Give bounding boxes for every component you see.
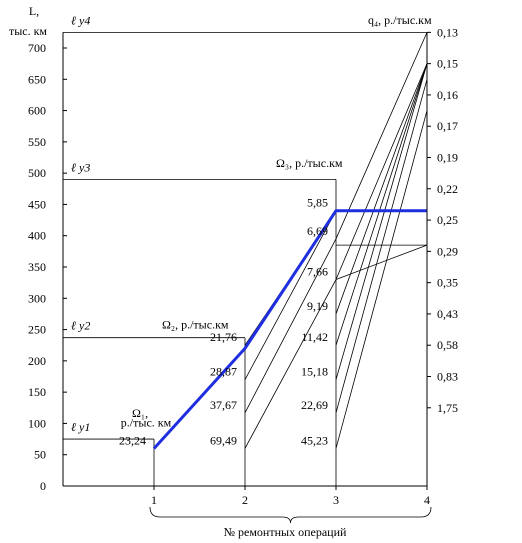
y-tick-label: 50 [34, 448, 46, 462]
point-label: 7,66 [307, 265, 328, 279]
transition-line [335, 244, 428, 280]
y-tick-label: 650 [28, 72, 46, 86]
x-tick-label: 3 [333, 493, 339, 507]
reference-lines [63, 31, 428, 486]
optimal-path [152, 209, 427, 450]
y-tick-label: 550 [28, 135, 46, 149]
y-tick-label: 0 [40, 479, 46, 493]
point-label: 37,67 [210, 398, 237, 412]
right-tick-label: 0,13 [437, 25, 458, 39]
right-tick-label: 1,75 [437, 401, 458, 415]
labels: 0 50 100 150 200 250 300 350 400 450 500 550 600 650 7… [28, 13, 458, 507]
right-tick-label: 0,22 [437, 182, 458, 196]
point-label: 11,42 [301, 330, 328, 344]
level-label: ℓ у4 [71, 13, 90, 27]
omega-label: Ω₁, [132, 406, 148, 420]
transition-line [335, 63, 428, 280]
x-tick-label: 1 [151, 493, 157, 507]
x-tick-label: 4 [424, 493, 430, 507]
omega-sub-label: р./тыс. км [121, 416, 172, 430]
right-tick-label: 0,83 [437, 370, 458, 384]
right-tick-label: 0,29 [437, 244, 458, 258]
optimal-path-line [152, 209, 427, 450]
point-label: 9,19 [307, 299, 328, 313]
right-tick-label: 0,19 [437, 151, 458, 165]
y-tick-label: 250 [28, 323, 46, 337]
level-label: ℓ у1 [71, 420, 90, 434]
right-tick-label: 0,58 [437, 338, 458, 352]
right-tick-label: 0,43 [437, 307, 458, 321]
transition-line [335, 79, 428, 413]
y-tick-label: 300 [28, 291, 46, 305]
point-label: 69,49 [210, 433, 237, 447]
x-tick-label: 2 [242, 493, 248, 507]
transition-line [335, 32, 428, 240]
right-tick-label: 0,35 [437, 276, 458, 290]
x-axis-label: № ремонтных операций [224, 525, 347, 539]
point-label: 22,69 [301, 398, 328, 412]
omega-label: Ω₃, р./тыс.км [276, 156, 343, 170]
right-tick-label: 0,16 [437, 88, 458, 102]
point-label: 21,76 [210, 330, 237, 344]
point-label: 45,23 [301, 433, 328, 447]
x-axis-brace [149, 506, 432, 524]
transition-line [244, 279, 337, 449]
point-label: 28,87 [210, 365, 237, 379]
right-tick-label: 0,15 [437, 57, 458, 71]
y-tick-label: 100 [28, 416, 46, 430]
right-tick-label: 0,17 [437, 119, 458, 133]
level-label: ℓ у2 [71, 319, 90, 333]
y-tick-label: 450 [28, 197, 46, 211]
point-label: 23,24 [119, 433, 146, 447]
y-tick-label: 700 [28, 41, 46, 55]
y-tick-label: 500 [28, 166, 46, 180]
y-tick-label: 350 [28, 260, 46, 274]
transition-line [335, 63, 428, 315]
level-label: ℓ у3 [71, 160, 90, 174]
point-label: 6,69 [307, 224, 328, 238]
transition-line [335, 110, 428, 449]
point-label: 5,85 [307, 196, 328, 210]
y-axis-label-line2: тыс. км [9, 24, 47, 38]
y-tick-label: 600 [28, 104, 46, 118]
transition-line [244, 238, 337, 413]
right-axis-label: q₄, р./тыс.км [368, 13, 432, 27]
omega-label: Ω₂, р./тыс.км [162, 317, 229, 331]
y-tick-label: 200 [28, 354, 46, 368]
y-tick-label: 150 [28, 385, 46, 399]
transition-line [335, 63, 428, 380]
axes [62, 31, 432, 524]
point-label: 15,18 [301, 365, 328, 379]
transition-line [335, 63, 428, 346]
right-tick-label: 0,25 [437, 213, 458, 227]
transition-line [244, 210, 337, 380]
y-axis-label-line1: L, [29, 4, 39, 18]
y-tick-label: 400 [28, 229, 46, 243]
